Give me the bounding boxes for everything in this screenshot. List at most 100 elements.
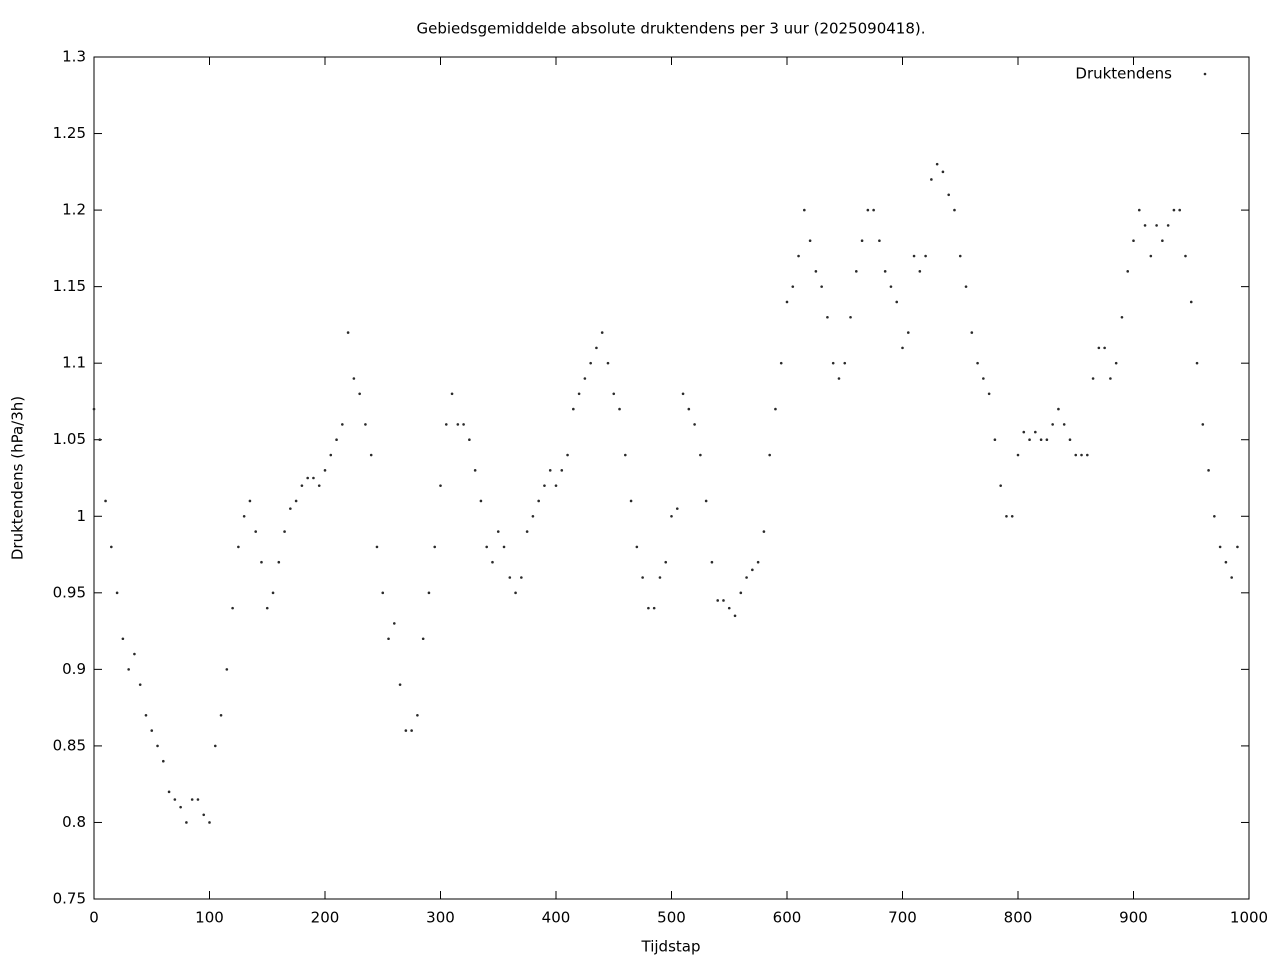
point: [479, 499, 483, 503]
point: [456, 423, 460, 426]
point: [612, 392, 616, 396]
point: [162, 759, 165, 763]
point: [826, 315, 829, 319]
point: [1010, 514, 1014, 518]
point: [831, 361, 835, 365]
point: [658, 576, 662, 579]
point: [1149, 254, 1153, 258]
point: [987, 392, 991, 396]
point: [820, 285, 823, 288]
x-tick-label: 1000: [1230, 909, 1268, 927]
point: [138, 683, 142, 686]
y-tick-label: 0.85: [53, 736, 86, 754]
point: [1155, 224, 1158, 227]
point: [525, 530, 529, 533]
point: [670, 514, 673, 518]
point: [213, 744, 217, 748]
point: [883, 270, 887, 273]
point: [739, 591, 743, 595]
point: [237, 545, 240, 549]
point: [421, 637, 425, 641]
point: [947, 193, 950, 197]
y-tick-label: 0.8: [62, 813, 86, 831]
point: [346, 331, 350, 334]
y-tick-label: 1: [76, 507, 86, 525]
point: [1120, 315, 1124, 319]
point: [878, 239, 881, 243]
point: [600, 331, 604, 334]
legend-marker: [1203, 72, 1207, 76]
point: [179, 805, 182, 809]
point: [444, 423, 448, 426]
point: [572, 407, 575, 411]
point: [110, 545, 113, 549]
point: [699, 453, 702, 457]
point: [687, 407, 691, 411]
point: [843, 361, 847, 365]
point: [629, 499, 633, 503]
point: [133, 652, 136, 656]
point: [1143, 224, 1147, 227]
point: [768, 453, 771, 457]
point: [999, 484, 1002, 487]
point: [716, 599, 719, 602]
point: [416, 713, 419, 717]
point: [1091, 377, 1095, 380]
point: [1178, 208, 1181, 212]
point: [520, 576, 523, 579]
point: [906, 331, 910, 334]
point: [1039, 438, 1043, 442]
point: [1224, 560, 1228, 564]
point: [537, 499, 540, 503]
point: [548, 469, 552, 472]
point: [329, 453, 333, 457]
point: [369, 453, 373, 457]
point: [1045, 438, 1049, 442]
point: [473, 469, 477, 472]
point: [860, 239, 864, 243]
point: [404, 729, 408, 732]
point: [1097, 346, 1101, 350]
point: [837, 377, 841, 380]
point: [462, 423, 465, 426]
point: [289, 507, 292, 510]
point: [583, 377, 587, 380]
point: [491, 560, 494, 564]
point: [306, 476, 309, 480]
point: [1201, 423, 1205, 426]
point: [352, 377, 356, 380]
plot-frame: [93, 56, 1250, 900]
point: [889, 285, 893, 288]
point: [1172, 208, 1176, 212]
point: [375, 545, 379, 549]
point: [1213, 514, 1216, 518]
point: [641, 576, 644, 579]
point: [872, 208, 875, 212]
point: [774, 407, 777, 411]
x-tick-label: 900: [1119, 909, 1148, 927]
point: [577, 392, 581, 396]
point: [1132, 239, 1135, 243]
point: [92, 407, 96, 411]
point: [1109, 377, 1112, 380]
point: [265, 606, 269, 610]
point: [468, 438, 471, 442]
point: [1022, 430, 1026, 434]
point: [745, 576, 748, 579]
point: [976, 361, 979, 365]
point: [982, 377, 985, 380]
point: [855, 270, 858, 273]
point: [231, 606, 234, 610]
point: [317, 484, 321, 487]
point: [849, 315, 852, 319]
point: [196, 798, 200, 801]
point: [358, 392, 361, 396]
point: [173, 798, 177, 801]
point: [953, 208, 956, 212]
point: [560, 469, 564, 472]
point: [751, 568, 754, 572]
point: [225, 668, 229, 671]
y-tick-label: 1.1: [62, 354, 86, 372]
point: [381, 591, 385, 595]
